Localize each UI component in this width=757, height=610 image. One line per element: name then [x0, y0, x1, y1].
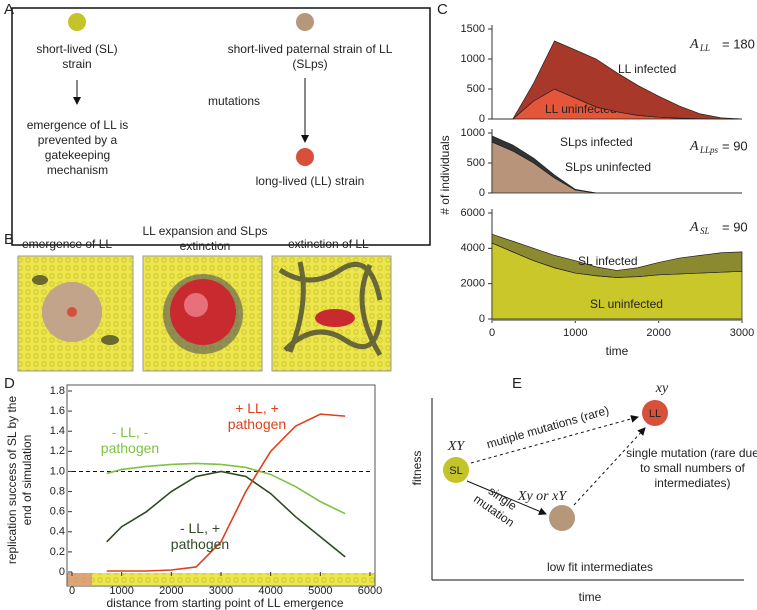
- x-tick-label: 4000: [258, 585, 282, 597]
- axis-label: time: [606, 344, 629, 358]
- genotype: Xy or xY: [517, 489, 568, 504]
- ll-node: [296, 148, 314, 166]
- simulation-snapshot: [17, 255, 134, 372]
- edge-label: single mutation (rare due to small numbe…: [626, 446, 757, 490]
- axis-label: replication success of SL by the end of …: [5, 395, 34, 565]
- annotation: A: [689, 220, 699, 235]
- series-label: SLps infected: [560, 135, 633, 149]
- annotation: LL: [699, 43, 710, 53]
- annotation: = 90: [722, 219, 748, 234]
- x-tick-label: 5000: [308, 585, 332, 597]
- y-tick-label: 0: [479, 187, 485, 199]
- y-tick-label: 0: [479, 113, 485, 125]
- x-tick-label: 2000: [159, 585, 183, 597]
- series-label: - LL, - pathogen: [100, 424, 160, 456]
- y-tick-label: 1.8: [50, 385, 65, 397]
- sl-node: [443, 457, 469, 483]
- outcome-label: emergence of LL is prevented by a gateke…: [26, 118, 129, 177]
- panel-label: A: [4, 1, 15, 18]
- series-label: SLps uninfected: [565, 160, 651, 174]
- y-tick-label: 4000: [461, 242, 485, 254]
- series-label: + LL, + pathogen: [227, 400, 287, 432]
- y-tick-label: 0.6: [50, 506, 65, 518]
- arrow: [466, 480, 547, 515]
- y-tick-label: 0.4: [50, 526, 65, 538]
- annotation: LLps: [699, 145, 719, 155]
- plot-frame: [66, 384, 376, 587]
- x-tick-label: 1000: [109, 585, 133, 597]
- panel-a-frame: [11, 7, 431, 246]
- axis-label: distance from starting point of LL emerg…: [106, 596, 344, 610]
- y-tick-label: 1000: [461, 127, 485, 139]
- ll-node: [642, 400, 668, 426]
- panel-label: B: [4, 231, 15, 248]
- sl-node: [68, 13, 86, 31]
- panel-label: D: [4, 375, 15, 392]
- annotation: = 180: [722, 36, 755, 51]
- y-tick-label: 0: [59, 566, 65, 578]
- x-tick-label: 0: [489, 327, 495, 339]
- axis-label: # of individuals: [438, 135, 452, 214]
- y-tick-label: 1000: [461, 53, 485, 65]
- area: [491, 135, 742, 194]
- y-tick-label: 1500: [461, 23, 485, 35]
- snapshot-caption: LL expansion and SLps extinction: [142, 224, 268, 253]
- y-tick-label: 500: [467, 83, 485, 95]
- y-tick-label: 500: [467, 157, 485, 169]
- arrow: [470, 415, 639, 464]
- intermediate-node: [549, 505, 575, 531]
- annotation: A: [689, 37, 699, 52]
- slps-node: [296, 13, 314, 31]
- y-tick-label: 1.6: [50, 405, 65, 417]
- strain-label: short-lived paternal strain of LL (SLps): [227, 42, 393, 71]
- y-tick-label: 0: [479, 313, 485, 325]
- x-tick-label: 3000: [730, 327, 754, 339]
- y-tick-label: 2000: [461, 278, 485, 290]
- edge-label: mutiple mutations (rare): [485, 403, 611, 451]
- strain-label: long-lived (LL) strain: [255, 174, 365, 188]
- strain-label: short-lived (SL) strain: [36, 42, 118, 71]
- x-tick-label: 3000: [209, 585, 233, 597]
- annotation: A: [689, 139, 699, 154]
- snapshot-caption: extinction of LL: [288, 237, 369, 251]
- area: [491, 233, 743, 278]
- y-tick-label: 0.2: [50, 546, 65, 558]
- genotype: XY: [447, 439, 467, 454]
- area: [492, 40, 743, 120]
- y-tick-label: 1.0: [50, 465, 65, 477]
- annotation: SL: [700, 226, 710, 236]
- node-label: LL: [649, 408, 661, 420]
- snapshot-caption: emergence of LL: [22, 237, 113, 251]
- x-tick-label: 0: [69, 585, 75, 597]
- series-label: LL infected: [618, 62, 676, 76]
- axis-label: fitness: [410, 451, 424, 486]
- line: [106, 470, 346, 558]
- arrow-label: mutations: [208, 94, 261, 108]
- node-label: SL: [449, 465, 462, 477]
- simulation-snapshot: [142, 255, 263, 372]
- line: [106, 413, 346, 572]
- simulation-snapshot: [271, 255, 392, 372]
- y-tick-label: 1.2: [50, 445, 65, 457]
- panel-label: C: [437, 1, 448, 18]
- y-tick-label: 6000: [461, 207, 485, 219]
- y-tick-label: 0.8: [50, 485, 65, 497]
- series-label: SL infected: [578, 254, 638, 268]
- series-label: - LL, + pathogen: [170, 520, 230, 552]
- genotype: xy: [655, 381, 669, 396]
- x-tick-label: 6000: [358, 585, 382, 597]
- line: [106, 462, 346, 515]
- x-tick-label: 2000: [646, 327, 670, 339]
- panel-label: E: [512, 375, 523, 392]
- series-label: SL uninfected: [590, 297, 663, 311]
- node-caption: low fit intermediates: [547, 560, 653, 574]
- axis-label: time: [579, 590, 602, 604]
- y-tick-label: 1.4: [50, 425, 65, 437]
- distance-strip: [67, 573, 375, 585]
- x-tick-label: 1000: [563, 327, 587, 339]
- annotation: = 90: [722, 138, 748, 153]
